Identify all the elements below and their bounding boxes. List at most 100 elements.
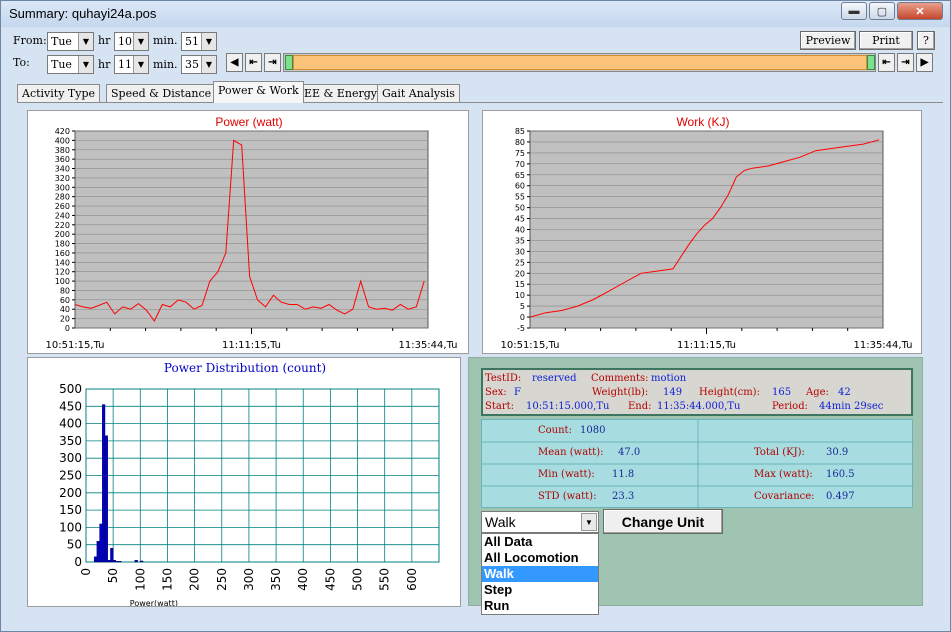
count-label: Count: [538, 425, 572, 436]
power-ytick-label-5: 100 [55, 277, 70, 286]
testid-value: reserved [532, 373, 577, 384]
from-hr-value: 10 [118, 35, 132, 48]
power-chart: 0204060801001201401601802002202402602803… [45, 127, 457, 351]
chevron-down-icon[interactable]: ▼ [581, 513, 597, 531]
time-range-slider[interactable] [283, 53, 876, 72]
total-value: 30.9 [826, 447, 849, 458]
hist-xtick-label-1: 50 [106, 568, 120, 583]
skip-start-right-icon[interactable]: ⇤ [878, 53, 895, 72]
power-ytick-label-9: 180 [55, 240, 70, 249]
start-label: Start: [485, 401, 514, 412]
power-xtick-label-2: 11:35:44,Tu [398, 340, 457, 351]
work-xtick-label-1: 11:11:15,Tu [677, 340, 736, 351]
hist-bar-55 [115, 561, 119, 563]
print-button[interactable]: Print [859, 31, 913, 50]
minimize-icon[interactable]: ▬ [841, 2, 867, 20]
hist-ytick-label-3: 150 [59, 503, 82, 517]
tab-activity-type[interactable]: Activity Type [17, 84, 101, 102]
testid-label: TestID: [485, 373, 522, 384]
to-hr-label: hr [98, 58, 111, 71]
work-ytick-label-1: 0 [520, 313, 525, 322]
hist-xtick-label-7: 350 [269, 568, 283, 591]
unit-option-step[interactable]: Step [484, 582, 513, 597]
help-button[interactable]: ? [917, 31, 935, 50]
power-ytick-label-3: 60 [60, 296, 70, 305]
to-min-value: 35 [185, 58, 199, 71]
skip-start-icon[interactable]: ⇤ [245, 53, 262, 72]
work-ytick-label-14: 65 [515, 171, 525, 180]
unit-select[interactable]: Walk ▼ [481, 511, 599, 533]
from-label: From: [13, 34, 47, 47]
from-hr-select[interactable]: 10 ▼ [114, 32, 149, 51]
std-label: STD (watt): [538, 491, 597, 502]
weight-label: Weight(lb): [592, 387, 649, 398]
hist-ytick-label-9: 450 [59, 399, 82, 413]
power-xtick-label-0: 10:51:15,Tu [45, 340, 104, 351]
from-min-select[interactable]: 51 ▼ [181, 32, 217, 51]
hist-ytick-label-5: 250 [59, 469, 82, 483]
step-back-icon[interactable]: ◀ [226, 53, 243, 72]
power-ytick-label-6: 120 [55, 268, 70, 277]
skip-end-icon[interactable]: ⇥ [897, 53, 914, 72]
to-min-select[interactable]: 35 ▼ [181, 55, 217, 74]
hist-ytick-label-0: 0 [74, 555, 82, 569]
window-title: Summary: quhayi24a.pos [9, 6, 157, 21]
power-chart-title: Power (watt) [215, 115, 283, 129]
work-ytick-label-3: 10 [515, 291, 525, 300]
unit-option-all-locomotion[interactable]: All Locomotion [484, 550, 579, 565]
to-day-select[interactable]: Tue ▼ [47, 55, 94, 74]
chevron-down-icon: ▼ [133, 56, 148, 73]
hist-bar-100 [140, 560, 144, 563]
to-hr-select[interactable]: 11 ▼ [114, 55, 149, 74]
work-ytick-label-13: 60 [515, 182, 525, 191]
preview-button[interactable]: Preview [800, 31, 856, 50]
close-icon[interactable]: ✕ [897, 2, 943, 20]
from-day-select[interactable]: Tue ▼ [47, 32, 94, 51]
start-handle[interactable] [285, 55, 293, 70]
power-ytick-label-4: 80 [60, 286, 70, 295]
tab-divider [17, 102, 943, 103]
hist-xtick-label-10: 500 [351, 568, 365, 591]
power-ytick-label-14: 280 [55, 193, 70, 202]
step-forward-icon[interactable]: ▶ [916, 53, 933, 72]
min-label: Min (watt): [538, 469, 595, 480]
hist-bar-20 [96, 541, 100, 563]
from-min-label: min. [153, 34, 178, 47]
power-ytick-label-13: 260 [55, 202, 70, 211]
tab-gait-analysis[interactable]: Gait Analysis [377, 84, 460, 102]
start-value: 10:51:15.000,Tu [526, 401, 610, 412]
period-value: 44min 29sec [819, 401, 884, 412]
hist-bar-35 [104, 435, 108, 563]
tab-power-work[interactable]: Power & Work [213, 81, 304, 103]
work-ytick-label-9: 40 [515, 226, 525, 235]
power-ytick-label-10: 200 [55, 230, 70, 239]
power-ytick-label-16: 320 [55, 174, 70, 183]
end-handle[interactable] [867, 55, 875, 70]
power-ytick-label-0: 0 [65, 324, 70, 333]
chevron-down-icon: ▼ [78, 56, 93, 73]
time-range-selection [293, 55, 867, 70]
unit-dropdown-list: All Data All Locomotion Walk Step Run [481, 533, 599, 615]
skip-forward-icon[interactable]: ⇥ [264, 53, 281, 72]
end-label: End: [628, 401, 652, 412]
sex-value: F [514, 387, 521, 398]
hist-bar-30 [102, 404, 106, 563]
work-ytick-label-16: 75 [515, 149, 525, 158]
info-panel: TestID: reserved Comments: motion Sex: F… [468, 357, 923, 606]
hist-xtick-label-12: 600 [405, 568, 419, 591]
period-label: Period: [772, 401, 808, 412]
mean-label: Mean (watt): [538, 447, 604, 458]
hist-bar-90 [134, 560, 138, 563]
power-xtick-label-1: 11:11:15,Tu [222, 340, 281, 351]
hist-bar-45 [110, 547, 114, 563]
unit-option-all-data[interactable]: All Data [484, 534, 533, 549]
maximize-icon[interactable]: ▢ [869, 2, 895, 20]
tab-ee-energy[interactable]: EE & Energy [299, 84, 382, 102]
work-ytick-label-10: 45 [515, 215, 525, 224]
change-unit-button[interactable]: Change Unit [603, 509, 723, 534]
height-value: 165 [772, 387, 792, 398]
unit-option-run[interactable]: Run [484, 598, 510, 613]
unit-option-walk[interactable]: Walk [482, 566, 598, 582]
tab-speed-distance[interactable]: Speed & Distance [106, 84, 217, 102]
